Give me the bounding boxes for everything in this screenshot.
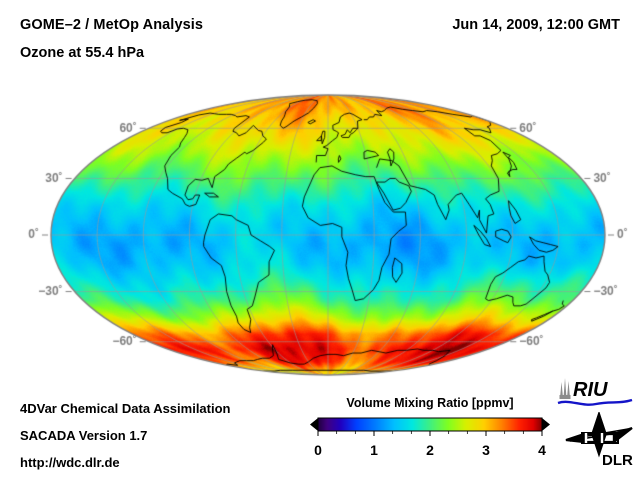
riu-wordmark: RIU — [573, 379, 608, 401]
riu-wave-icon — [557, 398, 633, 406]
page-subtitle: Ozone at 55.4 hPa — [20, 45, 145, 61]
colorbar-tick-3: 3 — [482, 442, 490, 458]
footer-line-assimilation: 4DVar Chemical Data Assimilation — [20, 401, 231, 416]
dlr-pinwheel-icon — [565, 412, 633, 458]
colorbar: Volume Mixing Ratio [ppmv] 0 1 2 3 4 — [310, 396, 550, 472]
riu-logo: RIU — [557, 378, 633, 406]
footer-line-url: http://wdc.dlr.de — [20, 455, 120, 470]
colorbar-tick-1: 1 — [370, 442, 378, 458]
observation-datetime: Jun 14, 2009, 12:00 GMT — [452, 17, 620, 33]
colorbar-tick-0: 0 — [314, 442, 322, 458]
dlr-wordmark: DLR — [602, 452, 633, 468]
colorbar-title: Volume Mixing Ratio [ppmv] — [346, 396, 514, 410]
footer-line-version: SACADA Version 1.7 — [20, 428, 148, 443]
dlr-logo: DLR — [565, 412, 633, 468]
colorbar-tick-4: 4 — [538, 442, 546, 458]
colorbar-tick-2: 2 — [426, 442, 434, 458]
riu-tower-icon — [559, 378, 571, 399]
page-title: GOME–2 / MetOp Analysis — [20, 17, 204, 33]
colorbar-tick-labels: 0 1 2 3 4 — [310, 442, 550, 464]
colorbar-gradient — [310, 416, 550, 442]
